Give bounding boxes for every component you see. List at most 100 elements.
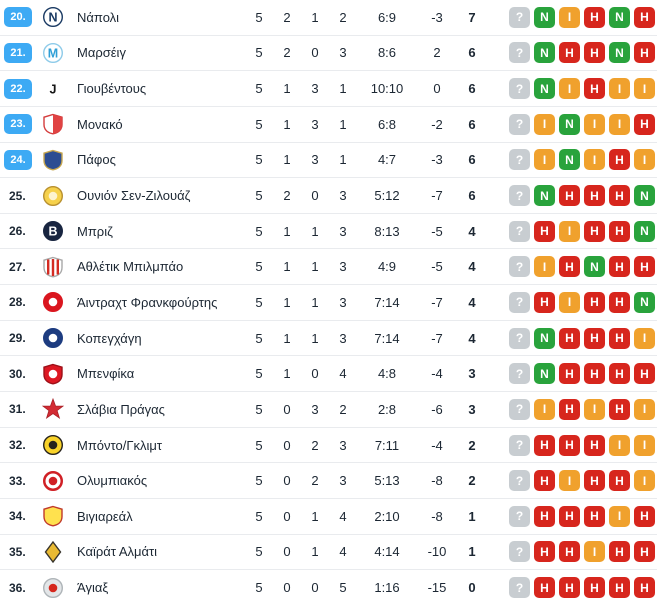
form-badge-loss[interactable]: Η [634,363,655,385]
form-badge-win[interactable]: Ν [534,6,555,28]
form-badge-loss[interactable]: Η [609,327,630,349]
form-badge-unknown[interactable]: ? [509,42,530,64]
form-badge-draw[interactable]: Ι [559,291,580,313]
form-badge-loss[interactable]: Η [584,291,605,313]
form-badge-loss[interactable]: Η [559,398,580,420]
form-badge-draw[interactable]: Ι [634,149,655,171]
form-badge-draw[interactable]: Ι [634,398,655,420]
form-badge-unknown[interactable]: ? [509,256,530,278]
form-badge-loss[interactable]: Η [534,541,555,563]
form-badge-loss[interactable]: Η [559,327,580,349]
form-badge-loss[interactable]: Η [584,42,605,64]
form-badge-loss[interactable]: Η [584,505,605,527]
form-badge-loss[interactable]: Η [559,256,580,278]
form-badge-loss[interactable]: Η [534,577,555,599]
form-badge-loss[interactable]: Η [559,577,580,599]
form-badge-unknown[interactable]: ? [509,6,530,28]
form-badge-loss[interactable]: Η [634,505,655,527]
form-badge-draw[interactable]: Ι [609,78,630,100]
form-badge-loss[interactable]: Η [609,541,630,563]
table-row[interactable]: 26. B Μπριζ 5 1 1 3 8:13 -5 4 ? Η Ι Η Η Ν [0,213,657,250]
table-row[interactable]: 20. N Νάπολι 5 2 1 2 6:9 -3 7 ? Ν Ι Η Ν Η [0,0,657,36]
table-row[interactable]: 33. Ολυμπιακός 5 0 2 3 5:13 -8 2 ? Η Ι Η Η Ι [0,463,657,499]
form-badge-unknown[interactable]: ? [509,541,530,563]
table-row[interactable]: 22. J Γιουβέντους 5 1 3 1 10:10 0 6 ? Ν Ι Η… [0,71,657,107]
form-badge-loss[interactable]: Η [559,434,580,456]
form-badge-loss[interactable]: Η [609,398,630,420]
form-badge-win[interactable]: Ν [534,363,555,385]
form-badge-loss[interactable]: Η [634,42,655,64]
form-badge-unknown[interactable]: ? [509,291,530,313]
form-badge-loss[interactable]: Η [609,256,630,278]
form-badge-draw[interactable]: Ι [559,470,580,492]
form-badge-loss[interactable]: Η [609,185,630,207]
form-badge-loss[interactable]: Η [534,505,555,527]
form-badge-unknown[interactable]: ? [509,78,530,100]
form-badge-loss[interactable]: Η [634,113,655,135]
form-badge-loss[interactable]: Η [634,577,655,599]
form-badge-loss[interactable]: Η [534,434,555,456]
form-badge-loss[interactable]: Η [559,541,580,563]
form-badge-unknown[interactable]: ? [509,398,530,420]
form-badge-win[interactable]: Ν [559,149,580,171]
form-badge-loss[interactable]: Η [634,6,655,28]
form-badge-draw[interactable]: Ι [559,6,580,28]
form-badge-draw[interactable]: Ι [534,398,555,420]
form-badge-draw[interactable]: Ι [584,541,605,563]
form-badge-draw[interactable]: Ι [634,434,655,456]
form-badge-win[interactable]: Ν [559,113,580,135]
form-badge-draw[interactable]: Ι [559,78,580,100]
form-badge-loss[interactable]: Η [584,363,605,385]
form-badge-draw[interactable]: Ι [609,434,630,456]
form-badge-win[interactable]: Ν [609,6,630,28]
form-badge-win[interactable]: Ν [634,185,655,207]
table-row[interactable]: 36. Άγιαξ 5 0 0 5 1:16 -15 0 ? Η Η Η Η Η [0,570,657,605]
form-badge-win[interactable]: Ν [534,42,555,64]
form-badge-draw[interactable]: Ι [534,256,555,278]
table-row[interactable]: 28. Άιντραχτ Φρανκφούρτης 5 1 1 3 7:14 -… [0,285,657,321]
form-badge-unknown[interactable]: ? [509,220,530,242]
form-badge-draw[interactable]: Ι [559,220,580,242]
form-badge-draw[interactable]: Ι [534,149,555,171]
form-badge-draw[interactable]: Ι [584,398,605,420]
form-badge-draw[interactable]: Ι [584,149,605,171]
form-badge-unknown[interactable]: ? [509,149,530,171]
form-badge-unknown[interactable]: ? [509,470,530,492]
form-badge-win[interactable]: Ν [534,185,555,207]
form-badge-win[interactable]: Ν [634,220,655,242]
form-badge-unknown[interactable]: ? [509,577,530,599]
form-badge-draw[interactable]: Ι [609,113,630,135]
form-badge-loss[interactable]: Η [534,291,555,313]
form-badge-draw[interactable]: Ι [534,113,555,135]
table-row[interactable]: 21. M Μαρσέιγ 5 2 0 3 8:6 2 6 ? Ν Η Η Ν Η [0,35,657,72]
table-row[interactable]: 32. Μπόντο/Γκλιμτ 5 0 2 3 7:11 -4 2 ? Η Η Η… [0,427,657,464]
table-row[interactable]: 27. Αθλέτικ Μπιλμπάο 5 1 1 3 4:9 -5 4 ? Ι… [0,249,657,286]
form-badge-win[interactable]: Ν [609,42,630,64]
form-badge-loss[interactable]: Η [609,220,630,242]
form-badge-unknown[interactable]: ? [509,185,530,207]
form-badge-loss[interactable]: Η [609,149,630,171]
form-badge-unknown[interactable]: ? [509,363,530,385]
form-badge-loss[interactable]: Η [559,363,580,385]
form-badge-loss[interactable]: Η [634,541,655,563]
form-badge-draw[interactable]: Ι [609,505,630,527]
form-badge-win[interactable]: Ν [534,78,555,100]
form-badge-win[interactable]: Ν [584,256,605,278]
form-badge-loss[interactable]: Η [584,577,605,599]
table-row[interactable]: 30. Μπενφίκα 5 1 0 4 4:8 -4 3 ? Ν Η Η Η Η [0,356,657,393]
table-row[interactable]: 24. Πάφος 5 1 3 1 4:7 -3 6 ? Ι Ν Ι Η Ι [0,142,657,179]
form-badge-loss[interactable]: Η [534,470,555,492]
form-badge-loss[interactable]: Η [559,42,580,64]
form-badge-loss[interactable]: Η [584,6,605,28]
form-badge-unknown[interactable]: ? [509,434,530,456]
form-badge-loss[interactable]: Η [559,185,580,207]
form-badge-loss[interactable]: Η [609,470,630,492]
form-badge-loss[interactable]: Η [584,78,605,100]
form-badge-draw[interactable]: Ι [584,113,605,135]
form-badge-unknown[interactable]: ? [509,113,530,135]
form-badge-loss[interactable]: Η [609,577,630,599]
form-badge-loss[interactable]: Η [634,256,655,278]
form-badge-win[interactable]: Ν [534,327,555,349]
form-badge-loss[interactable]: Η [559,505,580,527]
form-badge-loss[interactable]: Η [609,291,630,313]
